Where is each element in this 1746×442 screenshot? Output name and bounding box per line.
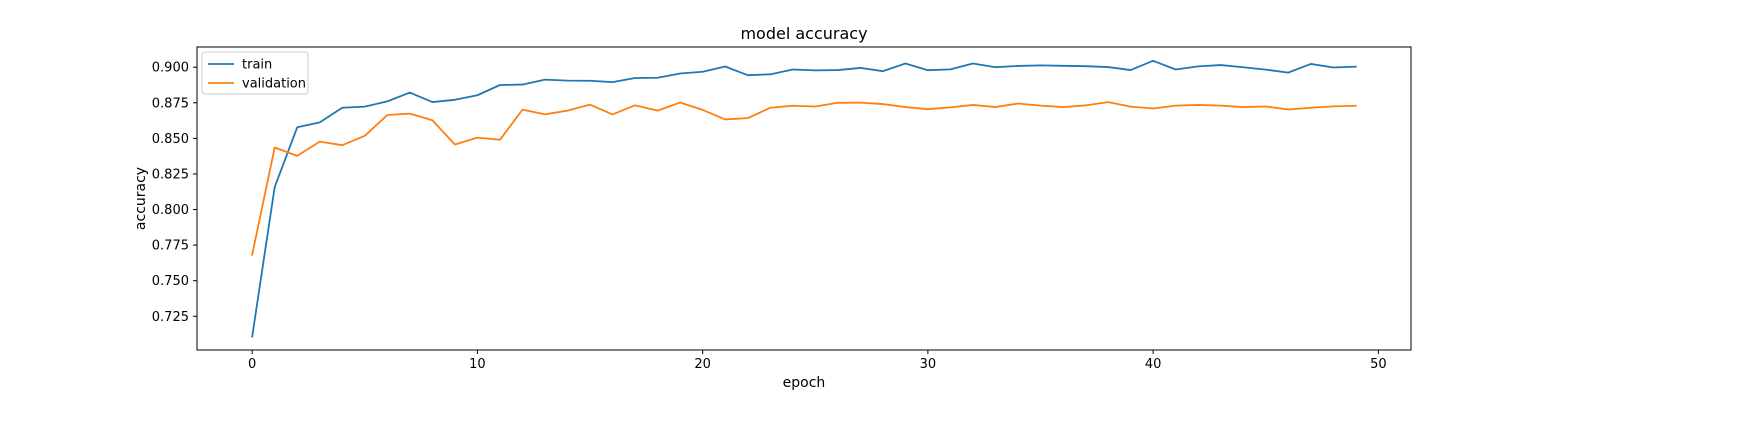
x-tick-label: 10 (469, 357, 486, 372)
plot-area (197, 47, 1411, 350)
x-tick-label: 50 (1370, 357, 1387, 372)
legend-label-validation: validation (242, 77, 306, 92)
series-group (251, 59, 1357, 338)
series-line-validation (251, 101, 1357, 256)
y-axis: 0.725 0.750 0.775 0.800 0.825 0.850 0.875 0.900 (152, 61, 197, 325)
y-tick-label: 0.875 (152, 96, 189, 111)
legend-label-train: train (242, 58, 272, 73)
x-tick-label: 0 (248, 357, 256, 372)
x-axis: 0 10 20 30 40 50 (248, 350, 1387, 372)
x-tick-label: 20 (694, 357, 711, 372)
x-tick-label: 40 (1145, 357, 1162, 372)
y-tick-label: 0.775 (152, 239, 189, 254)
x-tick-label: 30 (920, 357, 937, 372)
series-line-train (251, 59, 1357, 338)
y-tick-label: 0.850 (152, 132, 189, 147)
y-tick-label: 0.750 (152, 274, 189, 289)
chart-title: model accuracy (740, 24, 867, 43)
y-tick-label: 0.900 (152, 61, 189, 76)
y-tick-label: 0.825 (152, 167, 189, 182)
x-axis-label: epoch (783, 375, 826, 391)
plot-frame (196, 46, 1412, 351)
y-tick-label: 0.800 (152, 203, 189, 218)
y-tick-label: 0.725 (152, 310, 189, 325)
y-axis-label: accuracy (133, 167, 149, 230)
legend: train validation (201, 51, 309, 95)
